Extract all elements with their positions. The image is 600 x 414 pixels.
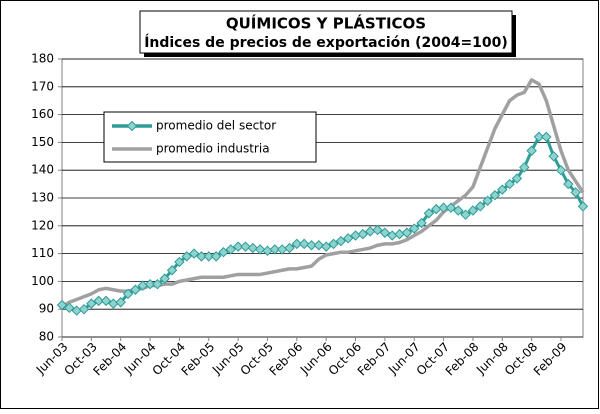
legend-label: promedio industria xyxy=(156,142,270,156)
y-tick-label: 180 xyxy=(31,52,54,66)
data-point xyxy=(115,297,126,308)
data-point xyxy=(240,241,251,252)
data-point xyxy=(342,233,354,244)
data-point xyxy=(475,201,486,212)
data-point xyxy=(203,251,214,262)
y-tick-label: 100 xyxy=(31,274,54,288)
data-point xyxy=(497,184,508,195)
data-point xyxy=(423,208,435,219)
chart-subtitle: Índices de precios de exportación (2004=… xyxy=(144,34,508,51)
data-point xyxy=(210,251,222,262)
data-point xyxy=(357,228,369,240)
data-point xyxy=(122,288,134,300)
data-point xyxy=(144,278,156,290)
data-point xyxy=(416,217,427,229)
title-box xyxy=(139,10,513,54)
y-tick-label: 150 xyxy=(31,135,54,149)
y-tick-label: 80 xyxy=(39,330,54,344)
data-point xyxy=(409,223,420,234)
data-point xyxy=(232,241,244,252)
data-point xyxy=(577,201,589,212)
data-point xyxy=(313,240,325,251)
data-point xyxy=(298,238,310,250)
data-point xyxy=(401,227,413,238)
data-point xyxy=(489,190,501,201)
data-point xyxy=(445,202,457,213)
data-point xyxy=(504,178,515,190)
data-point xyxy=(196,251,207,262)
data-point xyxy=(181,251,192,262)
data-point xyxy=(519,162,530,173)
data-point xyxy=(284,242,295,254)
data-point xyxy=(320,241,332,252)
data-point xyxy=(563,178,574,190)
data-point xyxy=(78,303,90,315)
data-point xyxy=(372,224,383,236)
data-point xyxy=(130,284,141,295)
data-point xyxy=(64,302,75,314)
y-tick-label: 130 xyxy=(31,191,54,205)
data-point xyxy=(166,265,178,276)
data-point xyxy=(328,238,339,250)
y-tick-label: 140 xyxy=(31,163,54,177)
data-point xyxy=(555,164,567,176)
data-point xyxy=(526,145,537,156)
data-point xyxy=(152,278,163,290)
data-point xyxy=(269,244,281,255)
data-point xyxy=(570,187,581,198)
data-point xyxy=(225,244,236,255)
data-point xyxy=(438,202,449,213)
data-point xyxy=(291,238,303,250)
data-point xyxy=(174,256,185,268)
data-point xyxy=(482,195,493,206)
data-point xyxy=(218,247,229,258)
y-tick-label: 110 xyxy=(31,246,54,260)
legend-marker xyxy=(126,120,138,132)
data-point xyxy=(511,173,523,184)
data-point xyxy=(548,151,559,162)
y-tick-label: 160 xyxy=(31,107,54,121)
data-point xyxy=(93,295,104,307)
data-point xyxy=(56,299,68,311)
data-point xyxy=(86,298,97,309)
data-point xyxy=(306,240,317,251)
data-point xyxy=(247,242,258,254)
data-point xyxy=(460,209,471,220)
y-tick-label: 90 xyxy=(39,302,54,316)
data-point xyxy=(335,235,347,247)
y-tick-label: 120 xyxy=(31,218,54,232)
data-point xyxy=(379,227,391,238)
data-point xyxy=(254,244,266,255)
data-point xyxy=(188,248,200,259)
y-tick-label: 170 xyxy=(31,79,54,93)
data-point xyxy=(453,205,464,216)
data-point xyxy=(467,205,479,216)
data-point xyxy=(100,295,112,307)
chart-title: QUÍMICOS Y PLÁSTICOS xyxy=(226,14,426,33)
legend-box xyxy=(103,111,317,163)
legend-label: promedio del sector xyxy=(156,119,276,133)
data-point xyxy=(159,273,170,284)
data-point xyxy=(533,131,545,143)
data-point xyxy=(541,131,552,143)
